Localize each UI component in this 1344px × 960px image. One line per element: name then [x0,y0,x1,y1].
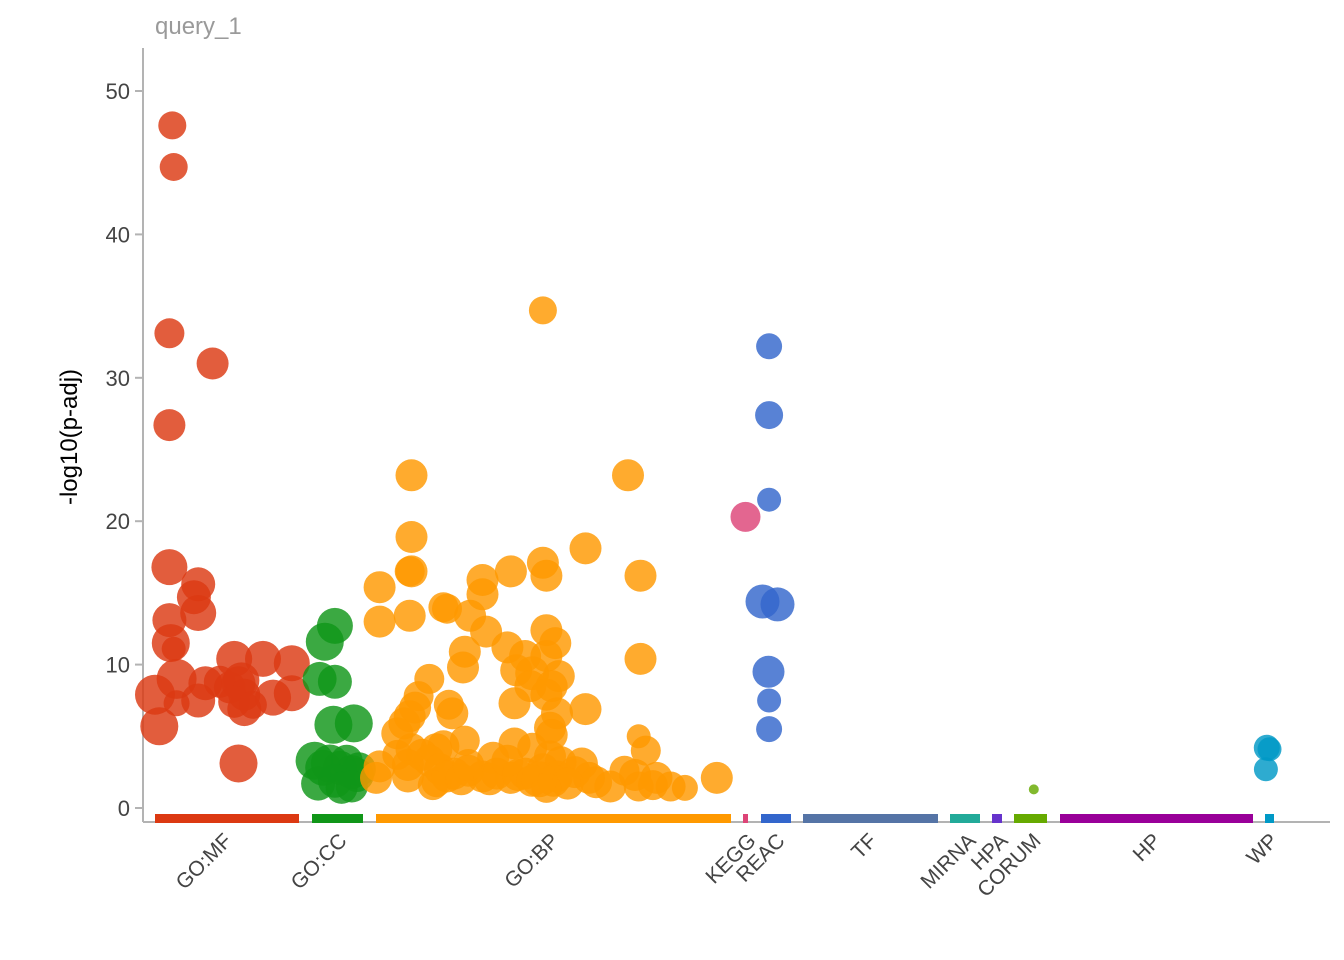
y-axis: 0 10 20 30 40 50 [106,48,144,822]
point-reac[interactable] [760,587,795,622]
point-go-bp[interactable] [381,717,414,750]
y-tick-label: 40 [106,222,130,247]
source-bar-hpa [992,814,1002,823]
point-corum[interactable] [1028,784,1039,795]
y-tick-label: 0 [118,796,130,821]
point-reac[interactable] [757,688,782,713]
point-go-bp[interactable] [630,735,661,766]
point-go-cc[interactable] [334,704,373,743]
point-wp[interactable] [1257,737,1282,762]
point-go-mf[interactable] [158,111,187,140]
point-kegg[interactable] [730,501,761,532]
source-label-go-mf: GO:MF [172,829,237,894]
point-go-bp[interactable] [700,761,733,794]
point-go-mf[interactable] [153,409,186,442]
point-go-mf[interactable] [219,744,258,783]
source-bar-go-cc [312,814,363,823]
point-go-bp[interactable] [569,532,602,565]
source-bar-go-mf [155,814,299,823]
point-go-mf[interactable] [151,549,188,586]
source-bar-reac [761,814,791,823]
point-go-mf[interactable] [273,675,310,712]
source-bar-mirna [950,814,980,823]
point-wp[interactable] [1253,757,1278,782]
point-go-bp[interactable] [395,459,428,492]
point-go-bp[interactable] [394,556,425,587]
point-go-bp[interactable] [449,725,480,756]
point-go-mf[interactable] [180,595,217,631]
source-bar-wp [1265,814,1274,823]
point-go-bp[interactable] [363,571,396,604]
point-go-bp[interactable] [363,605,396,638]
point-go-bp[interactable] [360,761,392,794]
point-go-cc[interactable] [317,664,352,699]
point-go-mf[interactable] [154,318,185,349]
y-tick-label: 20 [106,509,130,534]
point-reac[interactable] [752,655,785,688]
point-go-bp[interactable] [395,521,428,553]
point-go-bp[interactable] [498,687,531,720]
source-bar-tf [803,814,938,823]
source-bar-hp [1060,814,1253,823]
y-axis-label: -log10(p-adj) [56,369,83,505]
source-bar-go-bp [376,814,731,823]
point-go-bp[interactable] [491,744,524,777]
source-label-go-bp: GO:BP [500,829,563,892]
point-go-mf[interactable] [159,153,188,181]
point-go-bp[interactable] [528,296,557,325]
data-points [135,111,1282,804]
point-go-mf[interactable] [196,347,229,380]
source-label-tf: TF [847,829,881,863]
point-reac[interactable] [756,716,783,743]
y-tick-label: 30 [106,366,130,391]
point-reac[interactable] [757,487,782,512]
point-go-bp[interactable] [671,774,698,801]
point-go-mf[interactable] [140,707,179,746]
point-reac[interactable] [756,333,783,360]
point-go-bp[interactable] [594,770,627,803]
source-bar-kegg [743,814,748,823]
point-go-bp[interactable] [494,555,527,588]
point-go-bp[interactable] [530,559,563,592]
source-label-go-cc: GO:CC [287,829,352,894]
source-label-wp: WP [1242,829,1282,869]
point-go-bp[interactable] [417,770,448,801]
point-go-cc[interactable] [305,622,344,661]
point-go-bp[interactable] [391,760,424,793]
point-go-bp[interactable] [436,697,469,730]
point-go-mf[interactable] [273,645,310,682]
source-bars [155,814,1274,823]
point-go-bp[interactable] [612,459,644,492]
source-label-hp: HP [1129,829,1166,866]
y-tick-label: 50 [106,79,130,104]
point-go-bp[interactable] [624,559,657,592]
point-go-bp[interactable] [624,642,657,675]
point-go-mf[interactable] [161,636,186,661]
point-go-cc[interactable] [335,770,368,803]
source-bar-corum [1014,814,1047,823]
point-go-mf[interactable] [181,683,216,718]
point-go-bp[interactable] [569,693,602,726]
point-go-bp[interactable] [531,772,562,803]
point-reac[interactable] [755,401,784,430]
y-tick-label: 10 [106,653,130,678]
point-go-bp[interactable] [452,749,485,781]
point-go-bp[interactable] [393,599,426,632]
point-go-bp[interactable] [447,651,479,684]
chart-title: query_1 [155,13,242,40]
